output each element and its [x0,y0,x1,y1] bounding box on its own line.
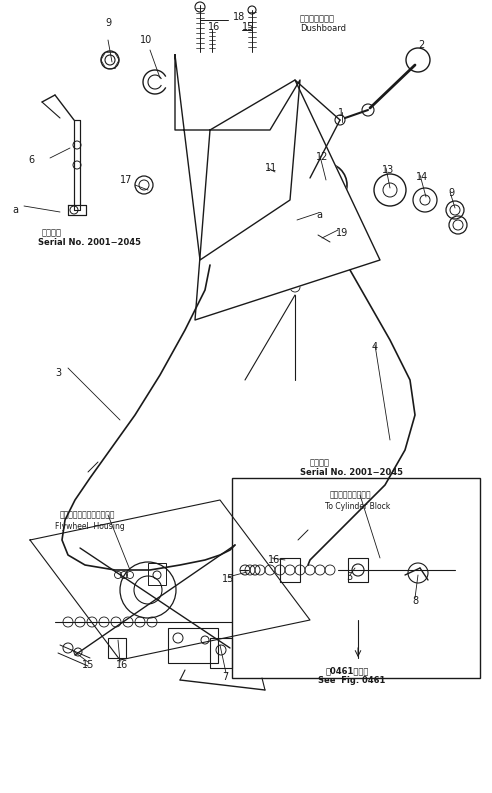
Text: a: a [316,210,322,220]
Text: 1: 1 [338,108,344,118]
Text: フライホイールハウジング: フライホイールハウジング [60,510,116,519]
Text: 18: 18 [233,12,245,22]
Bar [348,558,368,582]
Text: ダッシュボード: ダッシュボード [300,14,335,23]
Text: To Cylinder Block: To Cylinder Block [325,502,390,511]
Text: a: a [12,205,18,215]
Text: 7: 7 [222,672,228,682]
Bar [232,478,480,678]
Text: 8: 8 [412,596,418,606]
Text: 適用番號: 適用番號 [42,228,62,237]
Polygon shape [195,80,380,320]
Text: See  Fig. 0461: See Fig. 0461 [318,676,385,685]
Text: 16: 16 [208,22,220,32]
Text: 4: 4 [372,342,378,352]
Text: 13: 13 [382,165,394,175]
Text: 5: 5 [346,572,352,582]
Text: 9: 9 [448,188,454,198]
Polygon shape [68,205,86,215]
Text: 16: 16 [268,555,280,565]
Text: 図0461図参照: 図0461図参照 [326,666,369,675]
Circle shape [406,48,430,72]
Text: 3: 3 [55,368,61,378]
Text: Serial No. 2001−2045: Serial No. 2001−2045 [300,468,403,477]
Polygon shape [175,55,300,260]
Text: 16: 16 [116,660,128,670]
Bar [210,638,232,668]
Text: Flywheel  Housing: Flywheel Housing [55,522,125,531]
Polygon shape [74,120,80,210]
Bar [280,558,300,582]
Text: 2: 2 [418,40,424,50]
Text: 15: 15 [82,660,94,670]
Text: シリンダブロックへ: シリンダブロックへ [330,490,371,499]
Text: 15: 15 [222,574,234,584]
Text: 12: 12 [316,152,328,162]
Text: 適用番號: 適用番號 [310,458,330,467]
Text: Serial No. 2001−2045: Serial No. 2001−2045 [38,238,141,247]
Text: 19: 19 [336,228,348,238]
Text: 14: 14 [416,172,428,182]
Text: 17: 17 [120,175,132,185]
Text: 10: 10 [140,35,152,45]
Text: Dushboard: Dushboard [300,24,346,33]
Text: 6: 6 [28,155,34,165]
Text: 9: 9 [105,18,111,28]
Text: 11: 11 [265,163,277,173]
Circle shape [362,104,374,116]
Bar [108,638,126,658]
Bar [168,628,218,663]
Text: 15: 15 [242,22,254,32]
Bar [148,563,166,585]
